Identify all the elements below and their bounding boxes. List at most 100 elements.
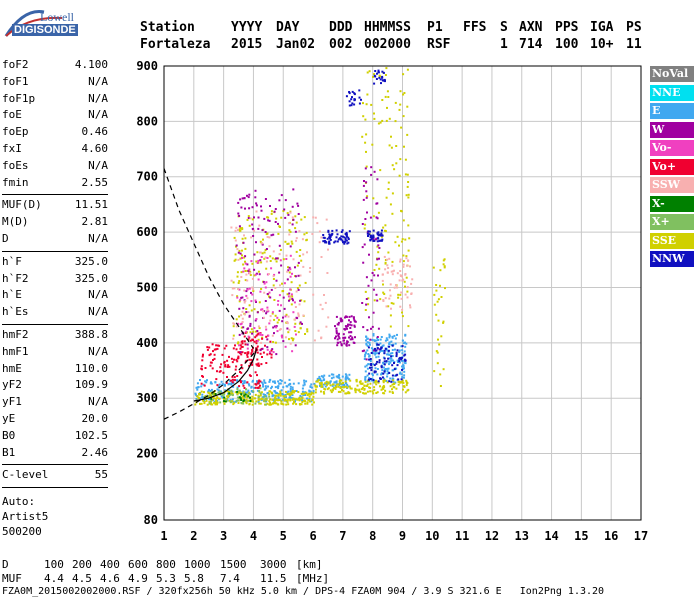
echo-point (239, 257, 242, 260)
echo-point (243, 313, 246, 316)
x-tick-label: 1 (160, 529, 167, 543)
echo-point (209, 353, 212, 356)
echo-point (238, 389, 241, 392)
echo-point (391, 352, 394, 355)
echo-point (291, 398, 294, 401)
echo-point (335, 229, 338, 232)
echo-point (255, 318, 258, 320)
series-sse (194, 67, 446, 406)
echo-point (282, 395, 285, 398)
echo-point (277, 300, 280, 302)
echo-point (241, 197, 244, 200)
echo-point (336, 323, 339, 326)
param-name: h`E (2, 288, 22, 302)
echo-point (208, 402, 211, 405)
muf-value: 4.5 (72, 572, 92, 585)
echo-point (207, 390, 210, 393)
echo-point (323, 392, 326, 395)
echo-point (375, 293, 378, 296)
echo-point (234, 368, 237, 371)
param-name: h`Es (2, 305, 29, 319)
echo-point (251, 227, 254, 230)
echo-point (404, 359, 407, 362)
echo-point (251, 286, 254, 289)
echo-point (301, 238, 304, 241)
echo-point (216, 388, 219, 391)
echo-point (337, 238, 340, 241)
echo-point (327, 229, 330, 232)
echo-point (250, 291, 252, 294)
echo-point (278, 309, 281, 312)
echo-point (247, 389, 250, 392)
echo-point (258, 273, 261, 276)
legend-item: NNE (650, 84, 694, 101)
param-name: hmF1 (2, 344, 29, 358)
echo-point (318, 382, 321, 385)
echo-point (379, 169, 382, 172)
echo-point (345, 231, 348, 234)
param-row: hmF2 388.8 (2, 328, 108, 344)
echo-point (376, 352, 379, 355)
echo-point (289, 254, 292, 257)
echo-point (373, 73, 375, 76)
header-label: HHMMSS (364, 20, 411, 35)
echo-point (325, 380, 328, 383)
echo-point (406, 389, 409, 392)
echo-point (389, 283, 392, 286)
echo-point (270, 353, 273, 356)
echo-point (351, 96, 353, 99)
param-separator (2, 324, 108, 325)
echo-point (273, 332, 275, 335)
echo-point (199, 402, 201, 405)
echo-point (382, 291, 385, 294)
echo-point (286, 385, 289, 388)
echo-point (297, 331, 300, 334)
echo-point (385, 360, 388, 363)
echo-point (372, 379, 375, 381)
echo-point (380, 366, 383, 369)
echo-point (241, 351, 244, 354)
echo-point (376, 343, 379, 346)
echo-point (243, 267, 246, 270)
echo-point (344, 380, 347, 383)
y-tick-label: 600 (136, 225, 158, 239)
echo-point (351, 102, 354, 105)
echo-point (346, 376, 349, 379)
echo-point (379, 385, 381, 388)
echo-point (203, 391, 205, 394)
echo-point (355, 380, 358, 383)
echo-point (376, 258, 379, 261)
echo-point (315, 385, 318, 388)
param-value: 11.51 (74, 198, 108, 212)
param-name: MUF(D) (2, 198, 42, 212)
echo-point (266, 348, 269, 351)
echo-point (334, 337, 336, 340)
echo-point (235, 244, 238, 247)
echo-point (398, 351, 401, 353)
echo-point (322, 391, 325, 393)
echo-point (219, 370, 222, 373)
echo-point (232, 403, 235, 406)
echo-point (215, 401, 218, 404)
echo-point (255, 342, 258, 345)
echo-point (212, 350, 214, 353)
echo-point (258, 379, 261, 382)
echo-point (372, 229, 375, 232)
echo-point (332, 383, 335, 386)
echo-point (241, 321, 244, 323)
echo-point (356, 384, 359, 387)
echo-point (365, 276, 368, 279)
echo-point (242, 392, 245, 395)
x-tick-label: 7 (339, 529, 346, 543)
param-value: 325.0 (74, 271, 108, 285)
muf-value: 4.4 (44, 572, 64, 585)
echo-point (250, 358, 253, 361)
echo-point (268, 291, 271, 294)
echo-point (381, 235, 383, 238)
echo-point (375, 383, 378, 386)
muf-value: 7.4 (220, 572, 240, 585)
echo-point (378, 257, 380, 260)
echo-point (297, 274, 300, 277)
echo-point (272, 284, 275, 287)
echo-point (322, 383, 325, 386)
